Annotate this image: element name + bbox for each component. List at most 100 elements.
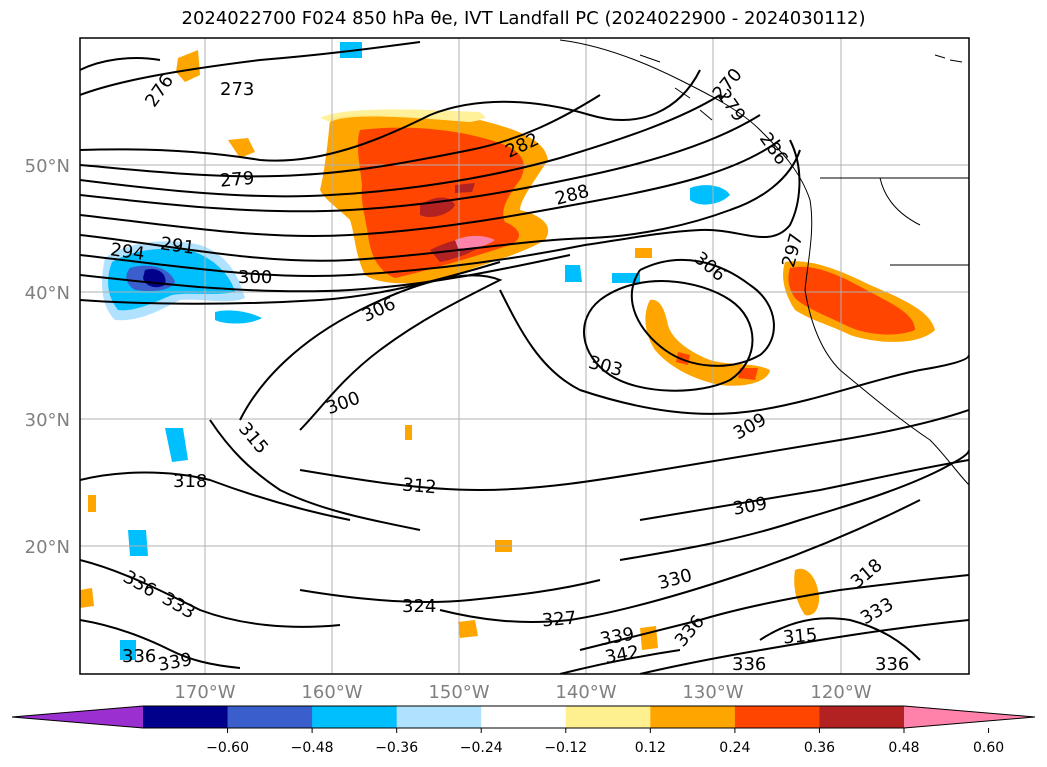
coastline-inland-border bbox=[820, 177, 969, 266]
contour-line-339 bbox=[579, 574, 969, 651]
contour-label: 312 bbox=[401, 474, 437, 498]
shading-region-pink bbox=[455, 235, 495, 249]
colorbar-tick-label: 0.36 bbox=[804, 740, 835, 756]
shading-region-blue-5 bbox=[128, 530, 148, 556]
contour-line-336b bbox=[639, 619, 969, 674]
contour-label: 273 bbox=[220, 79, 254, 100]
contour-label: 300 bbox=[238, 267, 272, 288]
positive-shading-layer bbox=[80, 50, 935, 650]
contour-line-288 bbox=[80, 114, 761, 213]
shading-region-blue-4 bbox=[165, 428, 188, 462]
plot-frame bbox=[79, 37, 970, 675]
colorbar-outline bbox=[11, 705, 1036, 729]
lat-label: 20°N bbox=[25, 537, 70, 558]
contour-line-318 bbox=[80, 471, 351, 521]
contour-label: 318 bbox=[173, 471, 207, 492]
colorbar-tick-label: −0.36 bbox=[375, 740, 418, 756]
contour-line-294 bbox=[80, 149, 801, 262]
contour-line-309b bbox=[639, 459, 969, 521]
contour-line-300b bbox=[239, 274, 503, 431]
lat-label: 50°N bbox=[25, 156, 70, 177]
contour-line-315 bbox=[209, 419, 421, 531]
contour-label: 315 bbox=[782, 625, 818, 649]
colorbar-tick-label: −0.48 bbox=[291, 740, 334, 756]
lat-label: 40°N bbox=[25, 283, 70, 304]
coastline-north-america bbox=[559, 39, 969, 486]
shading-region-blue-6 bbox=[565, 265, 582, 282]
shading-region-small-4 bbox=[458, 620, 478, 638]
colorbar-segment bbox=[227, 706, 313, 728]
contour-line-291 bbox=[80, 139, 781, 237]
contour-line-327 bbox=[439, 499, 921, 623]
contour-line-306 bbox=[630, 258, 775, 367]
contour-label: 336 bbox=[732, 654, 766, 675]
colorbar: −0.60 −0.48 −0.36 −0.24 −0.12 0.12 0.24 0.36 0.4… bbox=[11, 705, 1036, 756]
shading-region-blue-8 bbox=[120, 640, 136, 660]
longitude-labels: 170°W 160°W 150°W 140°W 130°W 120°W bbox=[174, 682, 871, 703]
colorbar-segment bbox=[396, 706, 482, 728]
colorbar-tick-label: 0.12 bbox=[635, 740, 666, 756]
colorbar-segment bbox=[143, 706, 229, 728]
chart-title: 2024022700 F024 850 hPa θe, IVT Landfall… bbox=[181, 8, 866, 29]
colorbar-tick-label: 0.48 bbox=[888, 740, 919, 756]
contour-label: 291 bbox=[159, 233, 196, 259]
contour-line-279 bbox=[80, 69, 701, 162]
contour-line-273 bbox=[80, 41, 421, 96]
contour-line-315b bbox=[759, 617, 921, 661]
contour-line-312 bbox=[299, 409, 969, 492]
colorbar-segment bbox=[819, 706, 905, 728]
lon-label: 120°W bbox=[810, 682, 871, 703]
shading-region-small-2 bbox=[228, 138, 255, 158]
shading-region-small-6 bbox=[80, 588, 94, 608]
shading-region-blue-7 bbox=[612, 273, 640, 283]
contour-line-285 bbox=[80, 94, 721, 198]
contour-line-309 bbox=[499, 289, 969, 415]
colorbar-tick-label: −0.12 bbox=[544, 740, 587, 756]
contour-label: 336 bbox=[875, 654, 909, 675]
negative-shading-layer bbox=[102, 42, 730, 660]
lon-label: 140°W bbox=[555, 682, 616, 703]
contour-line-282 bbox=[80, 94, 601, 178]
contour-label: 324 bbox=[402, 596, 436, 617]
colorbar-tick-label: −0.60 bbox=[206, 740, 249, 756]
shading-region-small-9 bbox=[405, 425, 412, 440]
shading-region-landfall-red bbox=[788, 266, 915, 335]
lat-label: 30°N bbox=[25, 410, 70, 431]
shading-region-small-1 bbox=[176, 50, 200, 82]
lon-label: 160°W bbox=[301, 682, 362, 703]
lon-label: 130°W bbox=[682, 682, 743, 703]
contour-label: 327 bbox=[541, 608, 577, 632]
colorbar-segment bbox=[734, 706, 820, 728]
shading-region-arc-red bbox=[676, 352, 758, 380]
theta-e-contours bbox=[80, 41, 969, 674]
contour-label: 336 bbox=[122, 646, 156, 667]
contour-line-342 bbox=[559, 649, 681, 674]
colorbar-segment bbox=[312, 706, 398, 728]
contour-line-300 bbox=[80, 254, 571, 293]
shading-region-small-10 bbox=[635, 248, 652, 258]
contour-line-324 bbox=[299, 579, 601, 603]
colorbar-tick-label: 0.24 bbox=[719, 740, 750, 756]
shading-region-small-8 bbox=[88, 495, 96, 512]
gridlines bbox=[80, 38, 969, 674]
lon-label: 150°W bbox=[428, 682, 489, 703]
shading-region-blue-3 bbox=[215, 310, 262, 324]
contour-line-336 bbox=[80, 619, 241, 669]
contour-line-297 bbox=[80, 139, 801, 277]
coastline-islands bbox=[639, 54, 963, 121]
shading-region-small-3 bbox=[794, 568, 820, 616]
contour-line-333 bbox=[80, 559, 341, 628]
colorbar-segment bbox=[565, 706, 651, 728]
shading-region-small-5 bbox=[640, 626, 658, 650]
colorbar-tick-label: 0.60 bbox=[973, 740, 1004, 756]
colorbar-tick-label: −0.24 bbox=[460, 740, 503, 756]
contour-label: 294 bbox=[109, 239, 146, 265]
coastline bbox=[559, 39, 969, 486]
contour-line-276 bbox=[80, 57, 161, 71]
shading-region-yellow bbox=[320, 109, 486, 122]
contour-line-330 bbox=[619, 449, 969, 561]
colorbar-extend-max bbox=[904, 706, 1035, 728]
lon-label: 170°W bbox=[174, 682, 235, 703]
contour-line-303b bbox=[583, 280, 754, 392]
